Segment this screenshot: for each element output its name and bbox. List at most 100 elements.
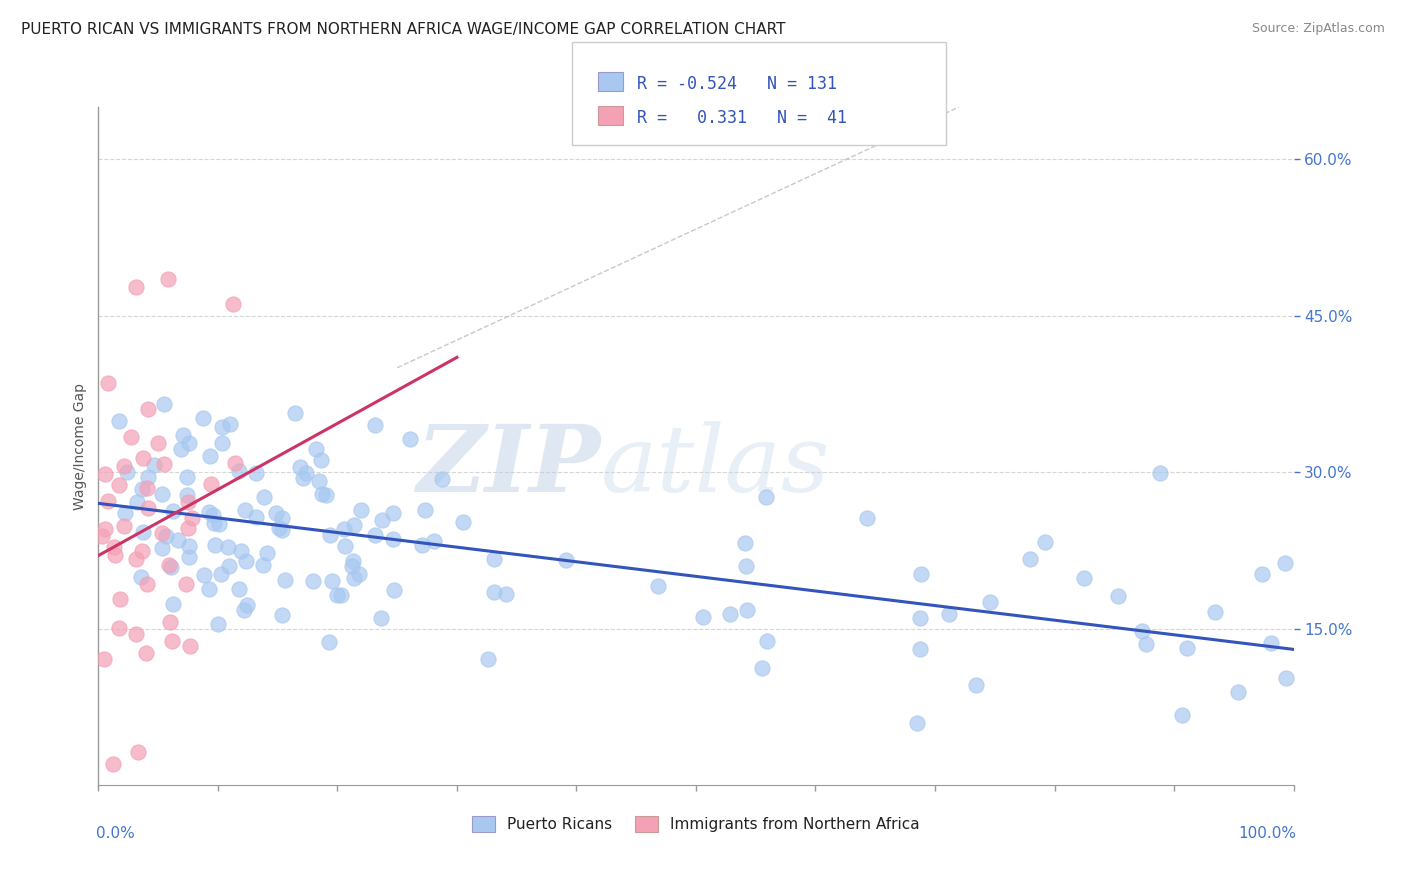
- Point: [170, 442, 193, 456]
- Point: [136, 470, 159, 484]
- Point: [153, 457, 176, 471]
- Text: R = -0.524   N = 131: R = -0.524 N = 131: [637, 75, 837, 93]
- Point: [309, 453, 332, 467]
- Point: [94, 467, 117, 481]
- Point: [159, 615, 181, 629]
- Point: [176, 488, 198, 502]
- Point: [150, 526, 173, 541]
- Point: [150, 541, 173, 555]
- Point: [150, 487, 173, 501]
- Point: [135, 646, 157, 660]
- Point: [329, 588, 352, 602]
- Point: [211, 420, 233, 434]
- Point: [125, 279, 148, 293]
- Text: PUERTO RICAN VS IMMIGRANTS FROM NORTHERN AFRICA WAGE/INCOME GAP CORRELATION CHAR: PUERTO RICAN VS IMMIGRANTS FROM NORTHERN…: [21, 22, 786, 37]
- Point: [938, 607, 960, 621]
- Point: [252, 558, 274, 572]
- Point: [125, 627, 148, 641]
- Point: [321, 574, 343, 588]
- Point: [1170, 707, 1192, 722]
- Legend: Puerto Ricans, Immigrants from Northern Africa: Puerto Ricans, Immigrants from Northern …: [465, 810, 927, 838]
- Point: [755, 634, 778, 648]
- Point: [135, 481, 157, 495]
- Point: [965, 678, 987, 692]
- Point: [910, 566, 932, 581]
- Point: [112, 458, 135, 473]
- Point: [735, 603, 758, 617]
- Point: [198, 582, 221, 596]
- Point: [979, 595, 1001, 609]
- Text: Source: ZipAtlas.com: Source: ZipAtlas.com: [1251, 22, 1385, 36]
- Point: [482, 584, 505, 599]
- Point: [495, 586, 517, 600]
- Point: [734, 536, 756, 550]
- Point: [197, 505, 219, 519]
- Point: [751, 661, 773, 675]
- Point: [235, 554, 257, 568]
- Point: [382, 582, 405, 597]
- Point: [219, 417, 242, 431]
- Point: [229, 544, 252, 558]
- Point: [308, 474, 330, 488]
- Point: [364, 528, 387, 542]
- Point: [202, 516, 225, 531]
- Point: [1251, 567, 1274, 582]
- Point: [274, 573, 297, 587]
- Point: [143, 458, 166, 472]
- Point: [1149, 466, 1171, 480]
- Point: [364, 417, 387, 432]
- Point: [181, 511, 204, 525]
- Point: [350, 502, 373, 516]
- Point: [451, 515, 474, 529]
- Point: [131, 482, 153, 496]
- Point: [270, 524, 292, 538]
- Point: [256, 546, 278, 560]
- Point: [755, 490, 778, 504]
- Point: [1033, 534, 1056, 549]
- Point: [555, 553, 578, 567]
- Point: [271, 511, 294, 525]
- Point: [692, 609, 714, 624]
- Point: [1175, 640, 1198, 655]
- Point: [477, 652, 499, 666]
- Point: [423, 533, 446, 548]
- Point: [222, 297, 245, 311]
- Point: [217, 540, 239, 554]
- Point: [907, 716, 929, 731]
- Point: [292, 471, 315, 485]
- Point: [208, 516, 231, 531]
- Point: [174, 577, 197, 591]
- Point: [172, 428, 194, 442]
- Point: [1274, 672, 1296, 686]
- Point: [107, 414, 129, 428]
- Point: [284, 406, 307, 420]
- Point: [1204, 605, 1226, 619]
- Point: [1018, 551, 1040, 566]
- Point: [207, 617, 229, 632]
- Point: [413, 502, 436, 516]
- Point: [1107, 589, 1129, 603]
- Point: [343, 571, 366, 585]
- Point: [131, 569, 153, 583]
- Text: atlas: atlas: [600, 421, 830, 511]
- Point: [381, 532, 404, 546]
- Point: [127, 495, 149, 509]
- Point: [97, 494, 120, 508]
- Point: [132, 525, 155, 540]
- Point: [162, 504, 184, 518]
- Point: [200, 477, 222, 491]
- Point: [908, 611, 931, 625]
- Point: [1135, 637, 1157, 651]
- Point: [131, 543, 153, 558]
- Point: [718, 607, 741, 622]
- Point: [157, 558, 180, 572]
- Point: [211, 435, 233, 450]
- Point: [200, 449, 222, 463]
- Text: 100.0%: 100.0%: [1237, 826, 1296, 840]
- Point: [177, 539, 200, 553]
- Point: [333, 540, 356, 554]
- Point: [179, 549, 201, 564]
- Point: [127, 745, 149, 759]
- Point: [430, 472, 453, 486]
- Point: [325, 588, 347, 602]
